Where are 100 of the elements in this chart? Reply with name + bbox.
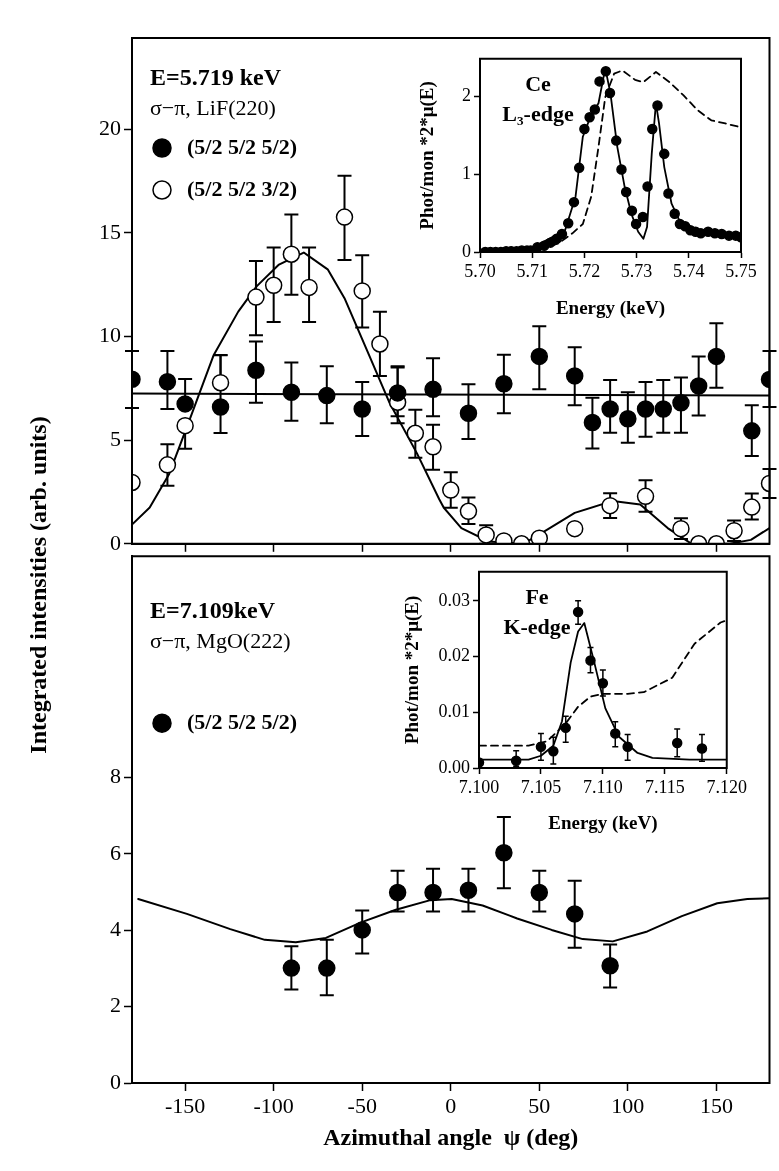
y-tick-label: 10 [99, 322, 121, 348]
y-tick-label: 0 [462, 240, 471, 261]
point [530, 347, 549, 366]
point [282, 959, 301, 977]
point [589, 104, 601, 115]
point [584, 111, 595, 123]
point [388, 883, 407, 902]
point [318, 959, 336, 977]
point [247, 288, 265, 306]
x-tick-label: 150 [699, 1092, 733, 1118]
point [663, 188, 674, 199]
point [610, 135, 622, 146]
point [671, 737, 683, 749]
point [406, 424, 425, 443]
point [626, 205, 638, 216]
legend-label: (5/2 5/2 5/2) [187, 708, 297, 734]
annotation: σ−π, LiF(220) [150, 95, 276, 120]
x-tick-label: 5.70 [464, 260, 496, 281]
point [562, 217, 574, 229]
point [211, 373, 230, 392]
point [353, 282, 371, 300]
point [689, 377, 708, 395]
x-axis-title: Energy (keV) [555, 296, 666, 319]
y-tick-label: 8 [110, 763, 121, 789]
x-axis-title: Azimuthal angle ψ (deg) [323, 1123, 579, 1150]
y-tick-label: 6 [110, 839, 121, 865]
x-tick-label: 7.110 [582, 776, 623, 797]
x-tick-label: -150 [164, 1092, 206, 1118]
y-tick-label: 5 [110, 425, 121, 451]
point [585, 655, 596, 666]
x-tick-label: 7.100 [458, 776, 500, 797]
point [619, 410, 637, 428]
x-tick-label: 5.75 [725, 260, 757, 281]
point [459, 502, 478, 521]
point [572, 606, 584, 618]
point [622, 741, 633, 753]
point [573, 162, 585, 174]
point [636, 400, 655, 418]
point [565, 519, 584, 538]
point [353, 400, 371, 418]
point [300, 278, 318, 297]
legend-label: (5/2 5/2 3/2) [187, 175, 297, 201]
x-tick-label: 7.105 [520, 776, 562, 797]
point [176, 416, 194, 435]
point [601, 400, 619, 418]
point [620, 186, 632, 198]
point [568, 196, 580, 208]
point [335, 208, 354, 226]
point [282, 383, 301, 402]
point [642, 181, 653, 192]
point [610, 728, 621, 739]
y-axis-title: Phot/mon *2*μ(E) [416, 81, 439, 230]
x-tick-label: 100 [611, 1092, 645, 1118]
y-tick-label: 20 [99, 114, 121, 140]
point [647, 123, 658, 135]
point [560, 722, 571, 734]
point [630, 218, 642, 230]
point [556, 228, 568, 240]
point [565, 905, 584, 923]
point [388, 384, 407, 402]
annotation: K-edge [503, 613, 571, 639]
x-tick-label: -50 [347, 1092, 377, 1118]
point [743, 422, 761, 440]
point [459, 881, 478, 899]
point [158, 456, 177, 474]
point [371, 335, 389, 353]
point [158, 372, 177, 391]
point [597, 678, 609, 689]
y-tick-label: 4 [110, 916, 121, 942]
point [601, 957, 619, 975]
point [282, 245, 301, 263]
point [652, 100, 663, 111]
annotation: Ce [525, 70, 552, 96]
y-tick-label: 0.01 [438, 701, 470, 721]
point [565, 367, 584, 385]
x-tick-label: 5.73 [620, 260, 653, 281]
point [535, 741, 547, 753]
y-axis-title: Integrated intensities (arb. units) [24, 416, 52, 754]
x-tick-label: 5.72 [568, 260, 601, 281]
point [601, 496, 619, 515]
annotation: σ−π, MgO(222) [150, 628, 291, 654]
point [600, 66, 612, 77]
point [669, 208, 680, 220]
y-tick-label: 0 [110, 529, 121, 555]
x-tick-label: -100 [253, 1092, 294, 1118]
y-tick-label: 0.03 [438, 589, 470, 610]
y-tick-label: 15 [99, 218, 121, 244]
point [510, 755, 522, 766]
annotation: L₃-edge [502, 100, 574, 126]
annotation: E=5.719 keV [150, 64, 282, 90]
y-tick-label: 1 [462, 162, 471, 183]
point [579, 123, 590, 135]
point [247, 361, 265, 380]
x-axis-title: Energy (keV) [548, 811, 658, 834]
point [264, 276, 283, 295]
point [707, 347, 726, 366]
point [594, 76, 605, 87]
point [176, 395, 194, 413]
point [495, 844, 513, 862]
x-tick-label: 5.71 [516, 260, 548, 281]
